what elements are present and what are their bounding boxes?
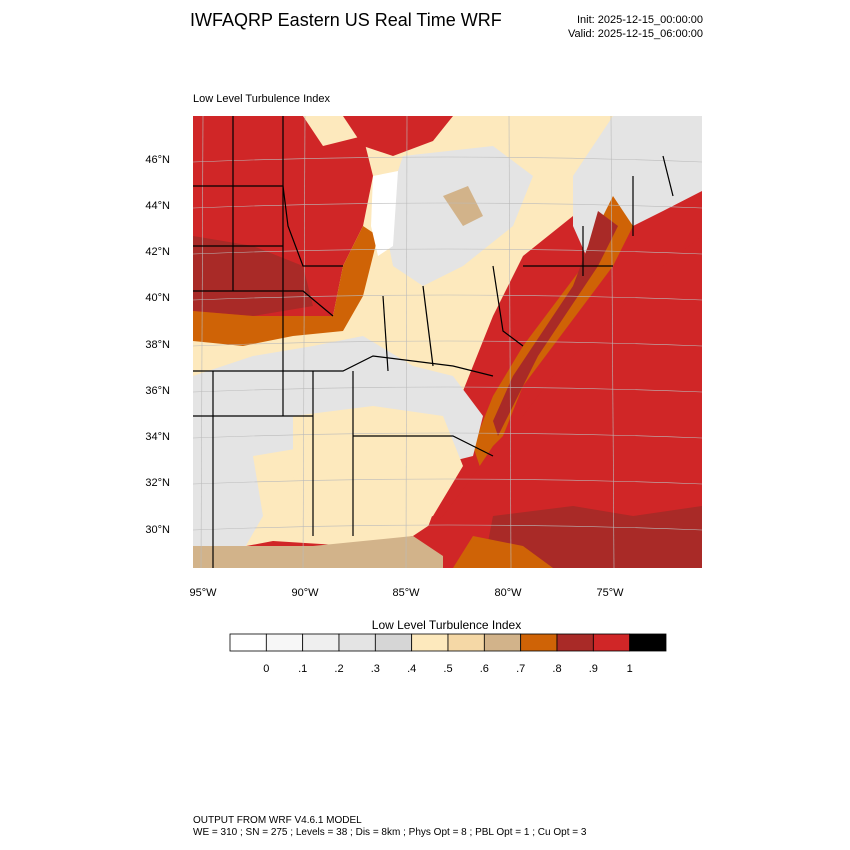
colorbar-tick-label: .8 <box>552 663 562 675</box>
map-subtitle: Low Level Turbulence Index <box>193 93 330 105</box>
map-svg <box>193 116 702 568</box>
lon-label-95w: 95°W <box>189 587 217 599</box>
colorbar-swatch <box>520 633 558 652</box>
appalachian-dark-red <box>493 211 618 436</box>
colorbar-swatch <box>592 633 631 652</box>
lat-label-34n: 34°N <box>145 431 170 443</box>
lat-label-40n: 40°N <box>145 292 170 304</box>
lon-label-85w: 85°W <box>392 587 420 599</box>
valid-time: Valid: 2025-12-15_06:00:00 <box>568 28 703 40</box>
deep-south-beige <box>293 406 463 536</box>
colorbar-tick-label: .1 <box>298 663 308 675</box>
colorbar-tick-label: 0 <box>263 663 270 675</box>
southwest-gray <box>193 446 263 568</box>
lat-label-44n: 44°N <box>145 200 170 212</box>
colorbar-swatch <box>411 633 449 652</box>
midwest-orange-band <box>193 226 378 346</box>
lat-label-32n: 32°N <box>145 477 170 489</box>
colorbar-tick-label: 1 <box>626 663 633 675</box>
colorbar-tick-label: .7 <box>516 663 526 675</box>
turbulence-map <box>193 116 702 568</box>
plot-title: IWFAQRP Eastern US Real Time WRF <box>190 10 502 30</box>
lat-label-46n: 46°N <box>145 154 170 166</box>
colorbar-tick-label: .4 <box>407 663 417 675</box>
colorbar-tick-label: .6 <box>479 663 489 675</box>
gulf-orange-fringe <box>453 536 553 568</box>
lat-label-36n: 36°N <box>145 385 170 397</box>
footer-model-line: OUTPUT FROM WRF V4.6.1 MODEL <box>193 815 362 826</box>
colorbar-tick-label: .3 <box>370 663 380 675</box>
colorbar-swatch <box>302 633 340 652</box>
lat-label-38n: 38°N <box>145 339 170 351</box>
lat-label-30n: 30°N <box>145 524 170 536</box>
footer-config-line: WE = 310 ; SN = 275 ; Levels = 38 ; Dis … <box>193 827 587 838</box>
lake-huron-region <box>443 186 483 226</box>
colorbar-swatch <box>338 633 376 652</box>
lon-label-90w: 90°W <box>291 587 319 599</box>
colorbar-tick-label: .5 <box>443 663 453 675</box>
lake-superior-region <box>343 116 453 156</box>
lon-label-75w: 75°W <box>596 587 624 599</box>
colorbar-tick-label: .2 <box>334 663 344 675</box>
colorbar-swatch <box>447 633 485 652</box>
colorbar-swatch <box>265 633 304 652</box>
lake-michigan <box>371 171 398 256</box>
init-time: Init: 2025-12-15_00:00:00 <box>577 14 703 26</box>
lat-label-42n: 42°N <box>145 246 170 258</box>
lon-label-80w: 80°W <box>494 587 522 599</box>
graticule <box>193 116 702 568</box>
colorbar-swatch <box>629 633 667 652</box>
southeast-ocean-dark <box>483 506 702 568</box>
gulf-tan-fringe <box>193 536 443 568</box>
colorbar-swatch <box>483 633 522 652</box>
state-borders <box>193 116 674 568</box>
colorbar <box>229 633 667 652</box>
colorbar-swatch <box>374 633 413 652</box>
coastal-red <box>193 236 702 568</box>
colorbar-swatch <box>556 633 594 652</box>
colorbar-swatch <box>229 633 267 652</box>
colorbar-tick-label: .9 <box>588 663 598 675</box>
colorbar-title: Low Level Turbulence Index <box>371 618 522 632</box>
